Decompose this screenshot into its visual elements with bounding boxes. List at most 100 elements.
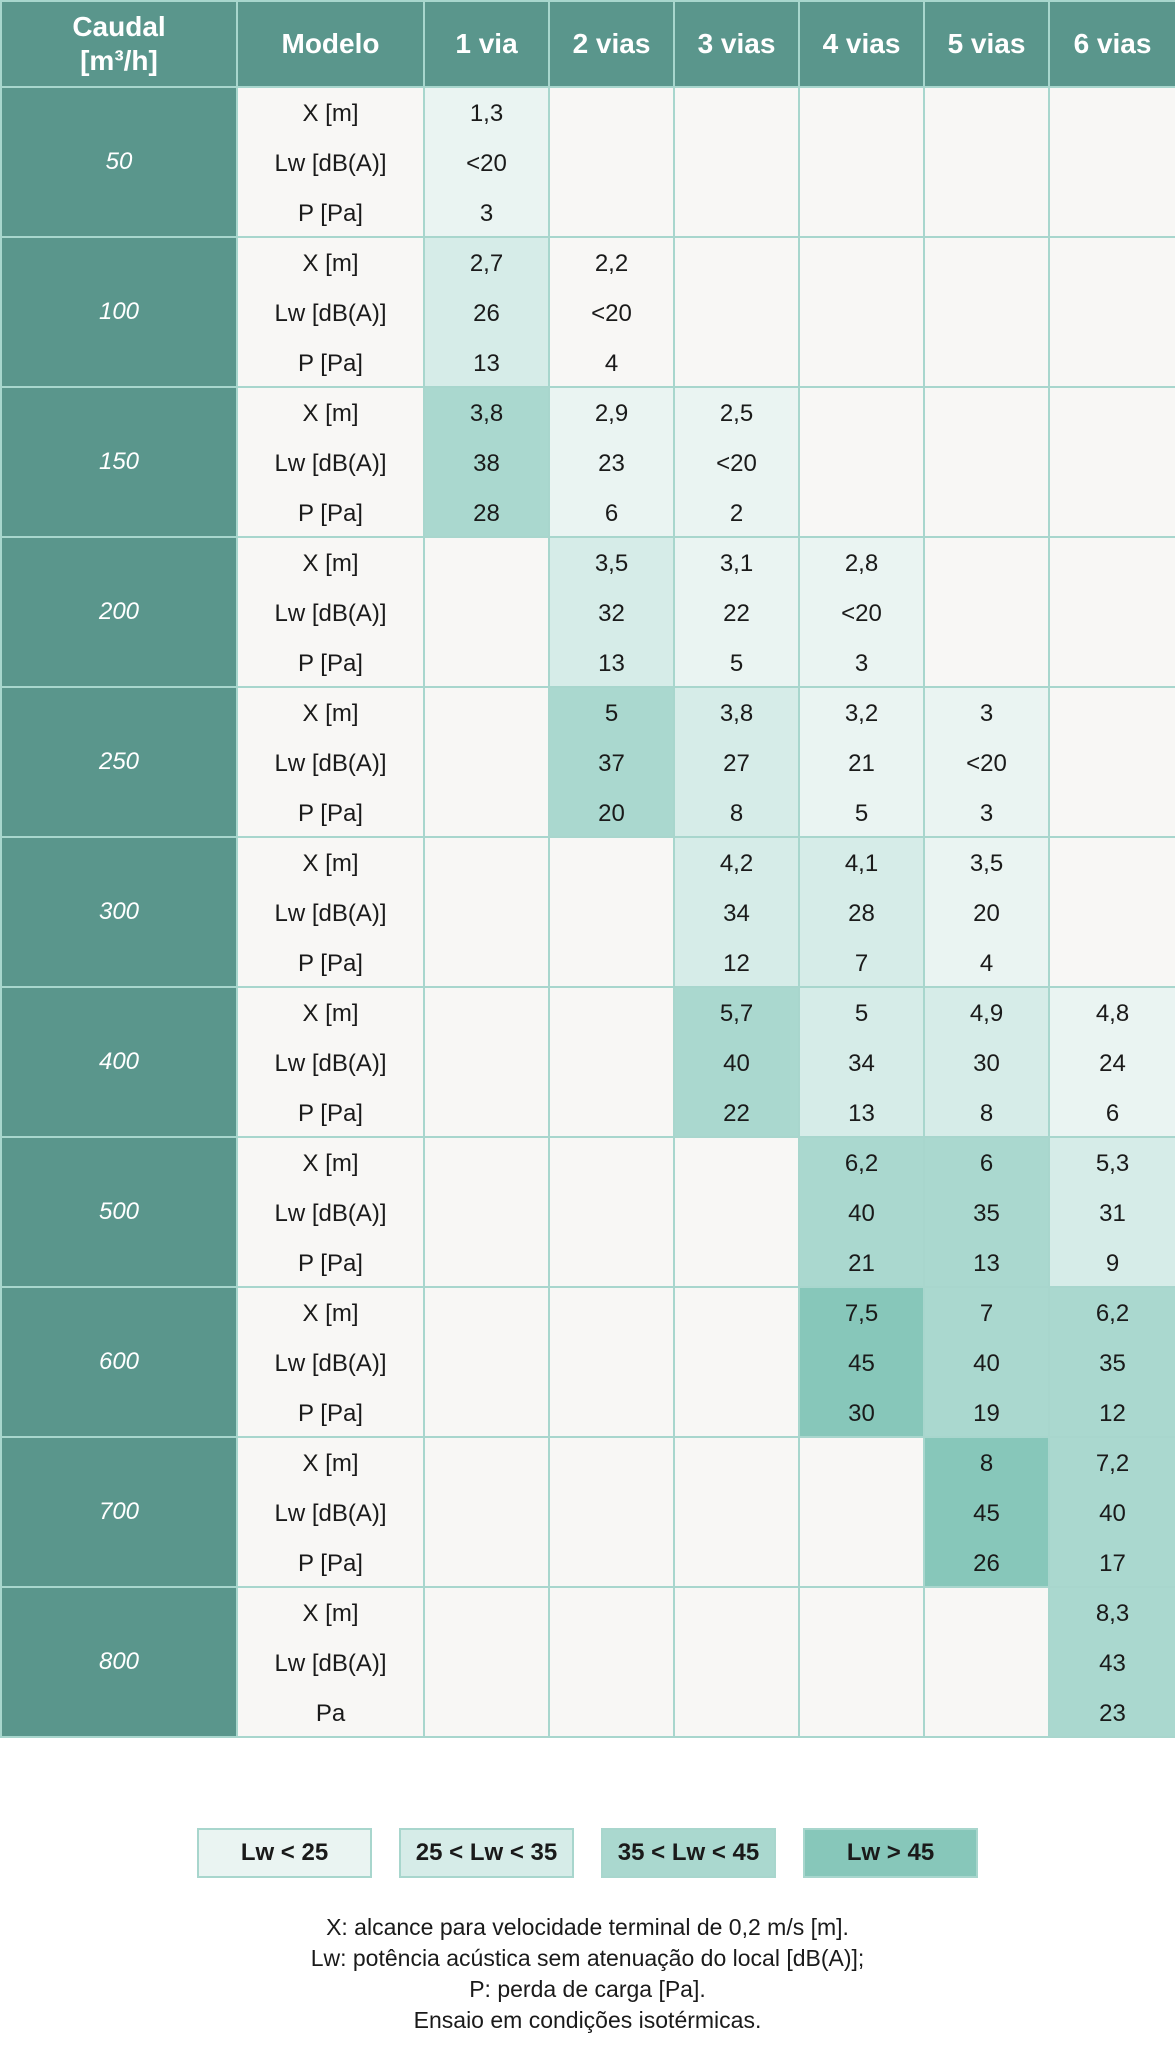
value-cell [673, 1286, 800, 1438]
legend-item: Lw > 45 [803, 1828, 978, 1878]
flow-value: 250 [0, 686, 238, 838]
cell-value: 1,3 [469, 100, 504, 127]
value-cell: 7,2 40 17 [1048, 1436, 1175, 1588]
cell-value: 45 [848, 1350, 875, 1377]
value-cell [423, 536, 550, 688]
footnote-lw: Lw: potência acústica sem atenuação do l… [310, 1945, 865, 1971]
cell-value: 21 [848, 1250, 875, 1277]
table-row: 250 X [m] Lw [dB(A)] P [Pa] 5 37 20 3,8 27 8 3,2 21… [0, 686, 1175, 838]
cell-value: 7,2 [1095, 1450, 1130, 1477]
value-cell: 6,2 35 12 [1048, 1286, 1175, 1438]
cell-value: <20 [841, 600, 882, 627]
model-label: P [Pa] [298, 1400, 363, 1427]
flow-value: 700 [0, 1436, 238, 1588]
legend: Lw < 25 25 < Lw < 35 35 < Lw < 45 Lw > 45 [0, 1828, 1175, 1878]
cell-value: 37 [598, 750, 625, 777]
table-row: 300 X [m] Lw [dB(A)] P [Pa] 4,2 34 12 4,1 28 7 3,5… [0, 836, 1175, 988]
cell-value: 2,8 [844, 550, 879, 577]
cell-value: 35 [973, 1200, 1000, 1227]
value-cell [548, 1436, 675, 1588]
model-labels: X [m] Lw [dB(A)] P [Pa] [236, 386, 425, 538]
value-cell [1048, 236, 1175, 388]
value-cell [423, 1136, 550, 1288]
cell-value: 6 [1105, 1100, 1120, 1127]
footnote-x: X: alcance para velocidade terminal de 0… [326, 1914, 849, 1940]
cell-value: 31 [1099, 1200, 1126, 1227]
table-row: 150 X [m] Lw [dB(A)] P [Pa] 3,8 38 28 2,9 23 6 2,5… [0, 386, 1175, 538]
cell-value: 40 [973, 1350, 1000, 1377]
model-label: Lw [dB(A)] [274, 1500, 387, 1527]
cell-value: 34 [848, 1050, 875, 1077]
cell-value: 4 [604, 350, 619, 377]
model-labels: X [m] Lw [dB(A)] P [Pa] [236, 986, 425, 1138]
cell-value: 22 [723, 600, 750, 627]
cell-value: 20 [973, 900, 1000, 927]
cell-value: 40 [1099, 1500, 1126, 1527]
legend-item: 35 < Lw < 45 [601, 1828, 776, 1878]
model-labels: X [m] Lw [dB(A)] P [Pa] [236, 836, 425, 988]
cell-value: 43 [1099, 1650, 1126, 1677]
cell-value: 12 [723, 950, 750, 977]
model-label: P [Pa] [298, 1100, 363, 1127]
model-label: P [Pa] [298, 800, 363, 827]
cell-value: 34 [723, 900, 750, 927]
cell-value: 5,7 [719, 1000, 754, 1027]
cell-value: 5 [854, 1000, 869, 1027]
cell-value: 3,5 [594, 550, 629, 577]
model-label: P [Pa] [298, 350, 363, 377]
value-cell [548, 836, 675, 988]
header-col-3-vias: 3 vias [673, 0, 800, 88]
value-cell: 5,3 31 9 [1048, 1136, 1175, 1288]
value-cell: 6 35 13 [923, 1136, 1050, 1288]
value-cell: 4,9 30 8 [923, 986, 1050, 1138]
cell-value: 30 [848, 1400, 875, 1427]
cell-value: <20 [466, 150, 507, 177]
header-col-6-vias: 6 vias [1048, 0, 1175, 88]
value-cell: 3,2 21 5 [798, 686, 925, 838]
cell-value: 2,9 [594, 400, 629, 427]
model-label: X [m] [302, 1150, 359, 1177]
model-label: X [m] [302, 700, 359, 727]
cell-value: 38 [473, 450, 500, 477]
cell-value: 8,3 [1095, 1600, 1130, 1627]
value-cell: 3 <20 3 [923, 686, 1050, 838]
cell-value: 17 [1099, 1550, 1126, 1577]
value-cell [548, 1286, 675, 1438]
value-cell [423, 986, 550, 1138]
cell-value: 24 [1099, 1050, 1126, 1077]
cell-value: 6 [604, 500, 619, 527]
model-label: P [Pa] [298, 500, 363, 527]
model-labels: X [m] Lw [dB(A)] P [Pa] [236, 1286, 425, 1438]
cell-value: 26 [973, 1550, 1000, 1577]
flow-value: 800 [0, 1586, 238, 1738]
value-cell: 1,3 <20 3 [423, 86, 550, 238]
value-cell [673, 1586, 800, 1738]
value-cell: 4,2 34 12 [673, 836, 800, 988]
cell-value: 12 [1099, 1400, 1126, 1427]
cell-value: 40 [848, 1200, 875, 1227]
model-labels: X [m] Lw [dB(A)] P [Pa] [236, 236, 425, 388]
model-label: X [m] [302, 1000, 359, 1027]
model-label: Lw [dB(A)] [274, 1650, 387, 1677]
value-cell [798, 86, 925, 238]
model-labels: X [m] Lw [dB(A)] P [Pa] [236, 1436, 425, 1588]
cell-value: 4,2 [719, 850, 754, 877]
value-cell: 3,5 32 13 [548, 536, 675, 688]
flow-value: 200 [0, 536, 238, 688]
value-cell [423, 836, 550, 988]
value-cell [1048, 686, 1175, 838]
cell-value: 28 [848, 900, 875, 927]
value-cell [423, 1286, 550, 1438]
cell-value: 6,2 [1095, 1300, 1130, 1327]
cell-value: 2,7 [469, 250, 504, 277]
cell-value: 23 [1099, 1700, 1126, 1727]
cell-value: 5,3 [1095, 1150, 1130, 1177]
legend-item: 25 < Lw < 35 [399, 1828, 574, 1878]
cell-value: 20 [598, 800, 625, 827]
model-labels: X [m] Lw [dB(A)] P [Pa] [236, 1136, 425, 1288]
model-label: X [m] [302, 100, 359, 127]
model-label: Lw [dB(A)] [274, 150, 387, 177]
value-cell: 3,8 27 8 [673, 686, 800, 838]
legend-item: Lw < 25 [197, 1828, 372, 1878]
value-cell [1048, 836, 1175, 988]
